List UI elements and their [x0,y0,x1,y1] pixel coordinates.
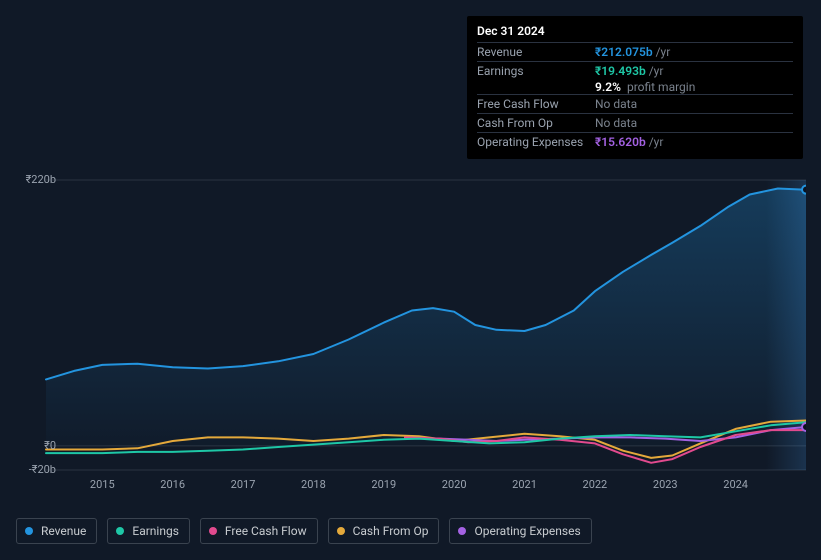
legend-dot-icon [116,527,124,535]
y-axis-label: ₹0 [16,439,56,452]
legend-label: Revenue [41,524,86,538]
x-axis-label: 2015 [90,478,115,491]
legend-label: Operating Expenses [474,524,580,538]
tooltip-row: Cash From OpNo data [477,113,793,132]
chart-legend: Revenue Earnings Free Cash Flow Cash From O… [16,518,592,544]
tooltip-row: Free Cash FlowNo data [477,94,793,113]
legend-label: Earnings [132,524,179,538]
x-axis-label: 2023 [653,478,678,491]
legend-item-cash-from-op[interactable]: Cash From Op [328,518,440,544]
tooltip-row: Operating Expenses₹15.620b /yr [477,132,793,151]
tooltip-profit-margin: 9.2% profit margin [477,80,793,94]
x-axis-label: 2016 [160,478,185,491]
tooltip-metric-label: Free Cash Flow [477,97,595,111]
legend-dot-icon [25,527,33,535]
data-tooltip: Dec 31 2024 Revenue₹212.075b /yrEarnings… [467,16,803,159]
x-axis-label: 2022 [583,478,608,491]
legend-item-free-cash-flow[interactable]: Free Cash Flow [200,518,318,544]
legend-dot-icon [458,527,466,535]
tooltip-row: Earnings₹19.493b /yr [477,61,793,80]
legend-dot-icon [337,527,345,535]
tooltip-date: Dec 31 2024 [477,24,793,42]
tooltip-metric-label: Earnings [477,64,595,78]
x-axis-label: 2017 [231,478,256,491]
legend-label: Free Cash Flow [225,524,307,538]
tooltip-metric-unit: /yr [649,64,664,78]
financials-chart[interactable]: ₹220b ₹0 -₹20b 2015 2016 2017 2018 2019 2020 2021… [16,160,806,510]
x-axis-label: 2019 [371,478,396,491]
legend-item-operating-expenses[interactable]: Operating Expenses [449,518,591,544]
x-axis-label: 2020 [442,478,467,491]
tooltip-nodata: No data [595,116,637,130]
legend-item-revenue[interactable]: Revenue [16,518,97,544]
tooltip-metric-value: ₹19.493b [595,64,646,78]
legend-item-earnings[interactable]: Earnings [107,518,190,544]
x-axis-label: 2018 [301,478,326,491]
chart-svg [16,160,806,510]
legend-dot-icon [209,527,217,535]
tooltip-nodata: No data [595,97,637,111]
tooltip-metric-value: ₹212.075b [595,45,653,59]
legend-label: Cash From Op [353,524,429,538]
tooltip-metric-unit: /yr [649,135,664,149]
tooltip-metric-label: Revenue [477,45,595,59]
tooltip-metric-label: Cash From Op [477,116,595,130]
x-axis-label: 2024 [723,478,748,491]
tooltip-metric-value: ₹15.620b [595,135,646,149]
tooltip-metric-label: Operating Expenses [477,135,595,149]
tooltip-row: Revenue₹212.075b /yr [477,42,793,61]
y-axis-label: -₹20b [16,463,56,476]
x-axis-label: 2021 [512,478,537,491]
y-axis-label: ₹220b [16,173,56,186]
tooltip-metric-unit: /yr [656,45,671,59]
